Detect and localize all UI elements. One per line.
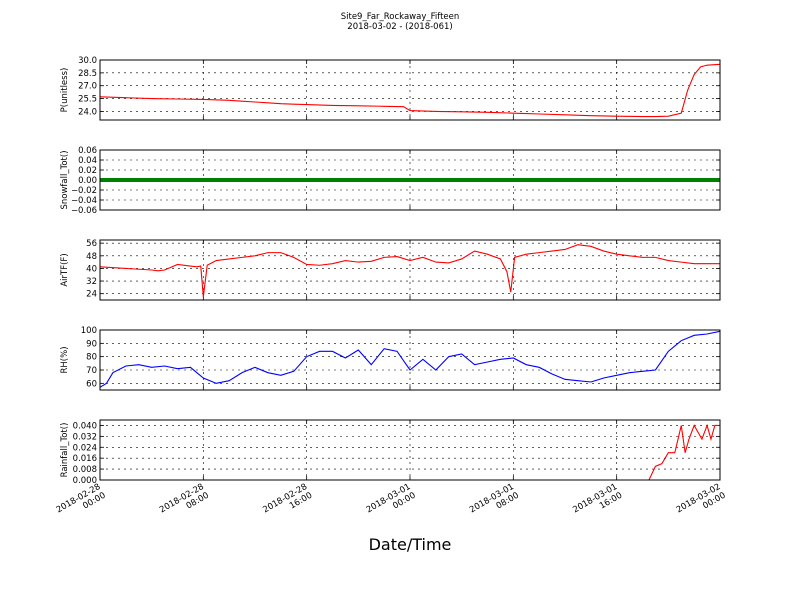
y-tick-label: 30.0: [78, 56, 97, 66]
y-tick-label: 80: [86, 353, 97, 363]
panel-rh: 60 70 80 90 100 RH(%): [60, 326, 721, 391]
panel-frame: [99, 59, 721, 121]
panel-rainfall: 0.0000.0080.0160.0240.0320.040Rainfall_T…: [60, 419, 721, 486]
y-tick-label: 24.0: [78, 107, 97, 117]
y-axis-label-rainfall: Rainfall_Tot(): [60, 423, 70, 478]
y-tick-label: 60: [86, 379, 97, 389]
y-tick-label: 56: [86, 239, 97, 249]
series-line-airtf: [99, 244, 720, 297]
y-tick-label: 40: [86, 264, 97, 274]
panel-frame: [99, 329, 721, 391]
chart-subtitle: 2018-03-02 - (2018-061): [347, 22, 452, 32]
panel-airtf: 24 32 40 48 56 AirTF(F): [60, 239, 721, 301]
y-tick-label: 28.5: [78, 69, 97, 79]
y-tick-label: 0.02: [78, 166, 97, 176]
series-line-p: [99, 63, 721, 118]
panel-p: 24.0 25.5 27.0 28.5 30.0 P(unitless): [60, 56, 721, 121]
y-tick-label: 48: [86, 252, 97, 262]
y-axis-label-snowfall: Snowfall_Tot(): [60, 150, 70, 209]
y-tick-label: 0.016: [73, 454, 97, 464]
y-tick-label: 0.04: [78, 156, 97, 166]
y-tick-label: 70: [86, 366, 97, 376]
y-tick-label: 0.024: [73, 443, 97, 453]
series-line-rh: [99, 330, 721, 388]
y-tick-label: 27.0: [78, 82, 97, 92]
y-tick-label: 90: [86, 339, 97, 349]
y-tick-label: 0.000: [73, 476, 97, 486]
y-tick-label: 0.040: [73, 421, 97, 431]
series-line-rainfall: [100, 423, 720, 481]
panel-frame: [99, 149, 721, 211]
y-tick-label: −0.06: [71, 206, 97, 216]
chart-title: Site9_Far_Rockaway_Fifteen: [341, 12, 460, 22]
y-axis-label-airtf: AirTF(F): [60, 253, 70, 286]
y-tick-label: −0.02: [71, 186, 97, 196]
y-axis-label-rh: RH(%): [60, 346, 70, 373]
y-tick-label: 0.00: [78, 176, 97, 186]
y-tick-label: 24: [86, 290, 97, 300]
y-axis-label-p: P(unitless): [60, 68, 70, 113]
y-tick-label: −0.04: [71, 196, 97, 206]
y-tick-label: 0.008: [73, 465, 97, 475]
panel-frame: [99, 419, 721, 481]
y-tick-label: 32: [86, 277, 97, 287]
y-tick-label: 100: [81, 326, 97, 336]
panels-group: 24.025.527.028.530.0P(unitless)−0.06−0.0…: [60, 56, 721, 486]
y-tick-label: 0.06: [78, 146, 97, 156]
x-axis-label: Date/Time: [369, 535, 452, 554]
y-tick-label: 25.5: [78, 95, 97, 105]
y-tick-label: 0.032: [73, 432, 97, 442]
panel-frame: [99, 239, 721, 301]
panel-snowfall: −0.06−0.04−0.020.000.020.040.06 Snowfall_…: [60, 146, 721, 216]
